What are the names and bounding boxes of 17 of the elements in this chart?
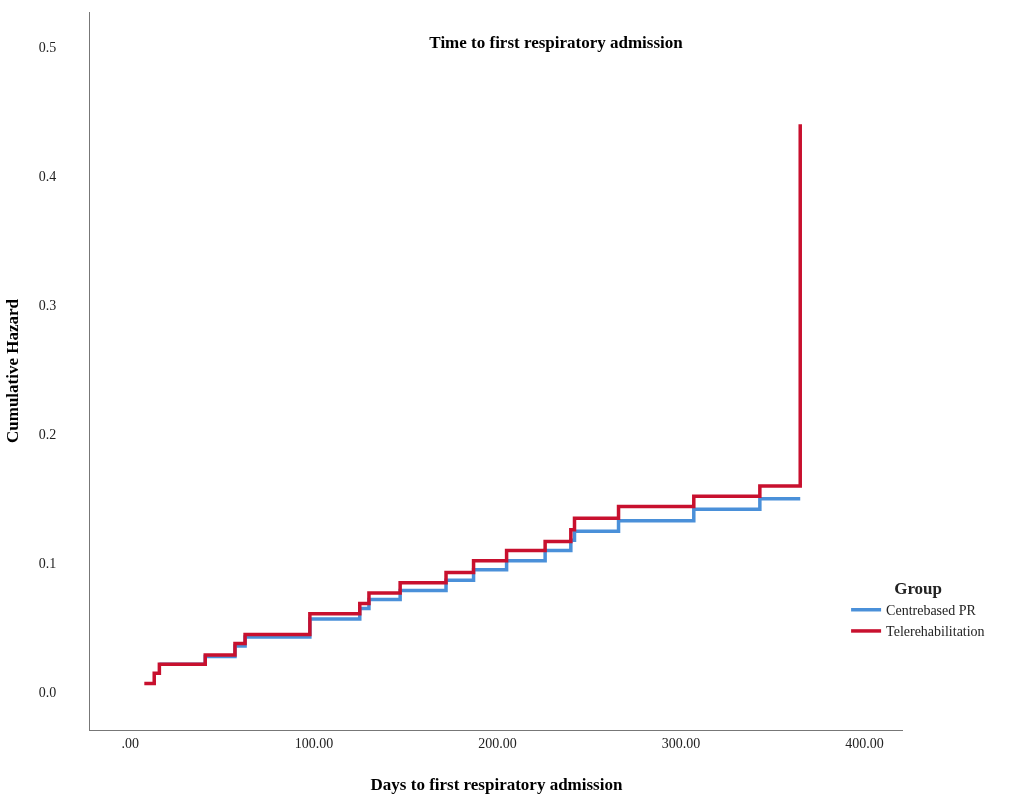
y-tick-label: 0.3 bbox=[38, 298, 57, 314]
x-tick-label: 400.00 bbox=[845, 735, 884, 751]
y-tick-label: 0.1 bbox=[38, 556, 57, 572]
y-tick-label: 0.5 bbox=[38, 39, 57, 55]
legend-label: Telerehabilitation bbox=[886, 624, 985, 640]
x-tick-label: .00 bbox=[121, 735, 140, 751]
x-tick-label: 200.00 bbox=[478, 735, 517, 751]
legend-label: Centrebased PR bbox=[886, 603, 977, 619]
x-tick-label: 100.00 bbox=[294, 735, 334, 751]
y-tick-label: 0.4 bbox=[38, 168, 57, 184]
legend-title: Group bbox=[894, 579, 943, 599]
text: Time to first respiratory admission bbox=[429, 33, 684, 53]
y-tick-label: 0.2 bbox=[38, 427, 57, 443]
x-axis-title: Days to first respiratory admission bbox=[370, 775, 623, 795]
y-axis-title: Cumulative Hazard bbox=[3, 298, 23, 444]
y-tick-label: 0.0 bbox=[38, 685, 57, 701]
x-tick-label: 300.00 bbox=[661, 735, 701, 751]
